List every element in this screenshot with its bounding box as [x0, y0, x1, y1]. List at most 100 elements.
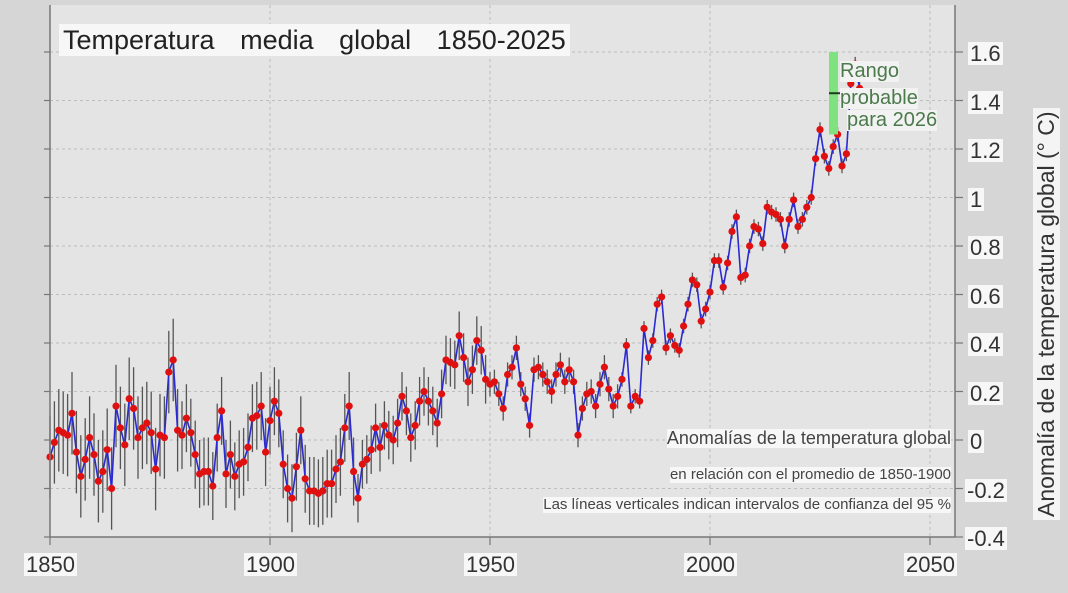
data-point — [341, 424, 349, 432]
data-point — [424, 397, 432, 405]
data-point — [684, 300, 692, 308]
data-point — [724, 259, 732, 267]
data-point — [328, 480, 336, 488]
data-point — [345, 402, 353, 410]
data-point — [526, 421, 534, 430]
data-point — [50, 438, 59, 447]
data-point — [213, 433, 221, 442]
data-point — [402, 407, 410, 415]
data-point — [169, 356, 177, 364]
data-point — [636, 397, 644, 405]
annotation-title: Anomalías de la temperatura global — [666, 428, 951, 448]
data-point — [284, 484, 292, 493]
data-point — [226, 450, 234, 459]
data-point — [574, 431, 582, 439]
data-point — [103, 446, 111, 454]
data-point — [411, 421, 419, 430]
x-tick-label: 2000 — [684, 552, 737, 577]
data-point — [257, 402, 265, 410]
x-tick-label: 1850 — [24, 552, 77, 577]
y-axis-label: Anomalía de la temperatura global (° C) — [1033, 108, 1060, 520]
data-point — [781, 242, 789, 250]
y-tick-label: 1.2 — [968, 138, 1003, 163]
data-point — [688, 276, 697, 284]
data-point — [746, 242, 754, 250]
data-point — [433, 419, 441, 427]
data-point — [275, 409, 283, 417]
data-point — [816, 126, 824, 134]
data-point — [297, 426, 305, 434]
data-point — [508, 363, 516, 371]
data-point — [658, 293, 666, 301]
data-point — [270, 397, 278, 405]
data-point — [244, 443, 252, 451]
x-tick-label: 1900 — [244, 552, 297, 577]
data-point — [112, 402, 120, 410]
data-point — [790, 196, 798, 204]
data-point — [631, 392, 639, 400]
data-point — [380, 421, 388, 430]
data-point — [455, 332, 463, 340]
data-point — [490, 378, 498, 386]
y-tick-label: -0.4 — [965, 526, 1007, 551]
data-point — [622, 341, 631, 350]
data-point — [605, 385, 613, 393]
data-point — [614, 392, 622, 400]
data-point — [64, 431, 72, 439]
data-point — [548, 387, 556, 396]
y-tick-label: 1 — [968, 187, 985, 212]
y-tick-label: 0.4 — [968, 332, 1003, 357]
data-point — [99, 467, 107, 476]
data-point — [600, 363, 609, 371]
data-point — [416, 397, 424, 405]
data-point — [561, 378, 569, 386]
data-point — [90, 450, 98, 459]
data-point — [680, 322, 688, 330]
data-point — [587, 387, 595, 396]
data-point — [719, 283, 727, 291]
data-point — [807, 193, 815, 202]
data-point — [240, 458, 248, 466]
data-point — [125, 395, 133, 403]
data-point — [640, 324, 648, 333]
data-point — [776, 215, 785, 223]
data-point — [376, 443, 384, 451]
data-point — [165, 368, 173, 376]
x-tick-label: 2050 — [904, 552, 957, 577]
range-label-line3: para 2026 — [847, 109, 938, 131]
data-point — [715, 256, 723, 265]
data-point — [653, 300, 661, 308]
data-point — [147, 429, 155, 437]
data-point — [552, 370, 560, 379]
data-point — [398, 392, 406, 400]
data-point — [662, 344, 670, 352]
data-point — [649, 336, 657, 345]
data-point — [262, 448, 270, 456]
annotation-confidence: Las líneas verticales indican intervalos… — [543, 496, 951, 513]
y-tick-label: 0.8 — [968, 235, 1003, 260]
data-point — [627, 402, 635, 410]
data-point — [178, 431, 186, 439]
data-point — [517, 380, 525, 388]
data-point — [754, 225, 763, 233]
data-point — [675, 346, 683, 354]
data-point — [842, 150, 851, 158]
data-point — [121, 441, 129, 449]
data-point — [231, 472, 239, 480]
data-point — [759, 239, 767, 248]
data-point — [671, 341, 679, 350]
data-point — [706, 288, 714, 296]
y-tick-label: -0.2 — [965, 478, 1007, 503]
data-point — [86, 433, 94, 442]
data-point — [279, 460, 287, 468]
data-point — [728, 227, 736, 236]
data-point — [209, 482, 217, 490]
data-point — [592, 402, 600, 410]
data-point — [697, 317, 705, 325]
data-point — [521, 395, 529, 403]
data-point — [358, 460, 366, 468]
data-point — [512, 344, 521, 352]
data-point — [174, 426, 182, 434]
data-point — [301, 475, 309, 483]
